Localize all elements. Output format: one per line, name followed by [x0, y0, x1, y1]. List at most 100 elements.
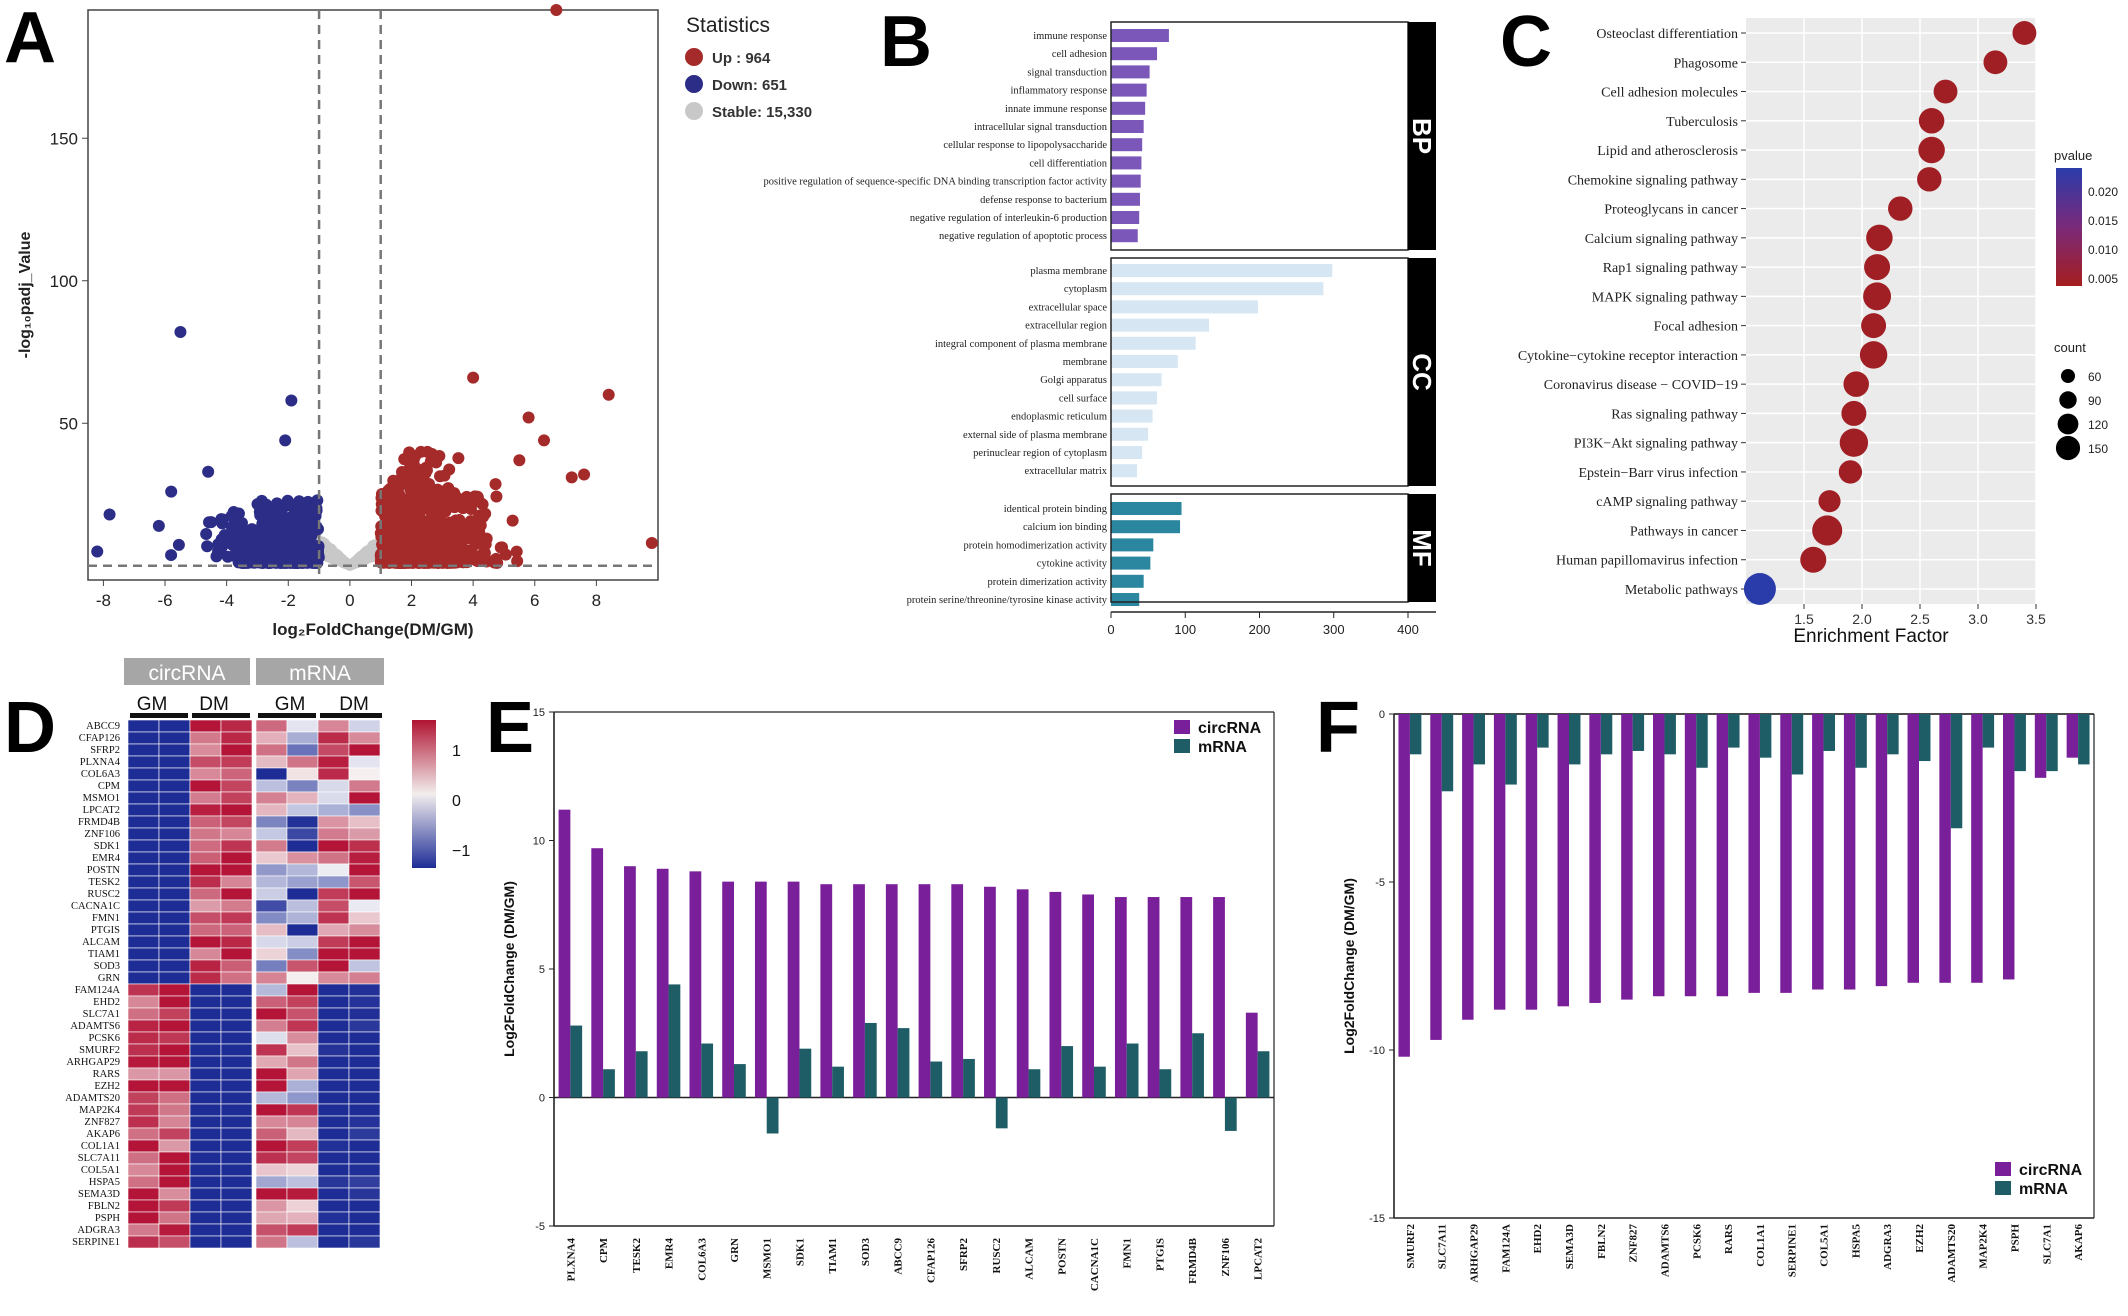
go-term-label: immune response — [1033, 31, 1107, 42]
bar-circRNA — [951, 884, 964, 1098]
heatmap-cell — [348, 719, 381, 733]
go-bar — [1111, 391, 1158, 405]
bar-mRNA — [1696, 714, 1708, 768]
heatmap-cell — [158, 731, 191, 745]
down-point — [174, 326, 187, 339]
up-point — [434, 497, 447, 510]
gene-label: PLXNA4 — [80, 757, 121, 768]
legend-swatch — [1174, 720, 1190, 734]
gene-label: RUSC2 — [87, 889, 120, 900]
heatmap-cell — [127, 959, 160, 973]
heatmap-cell — [348, 1043, 381, 1057]
heatmap-cell — [348, 1163, 381, 1177]
heatmap-cell — [158, 899, 191, 913]
heatmap-cell — [189, 899, 222, 913]
heatmap-cell — [127, 1151, 160, 1165]
heatmap-cell — [127, 731, 160, 745]
gene-label: SLC7A1 — [83, 1009, 120, 1020]
down-point — [255, 552, 268, 565]
heatmap-cell — [127, 983, 160, 997]
heatmap-cell — [317, 1139, 350, 1153]
heatmap-cell — [127, 827, 160, 841]
category-label: TIAM1 — [827, 1238, 839, 1273]
pathway-label: Rap1 signaling pathway — [1603, 261, 1738, 276]
heatmap-cell — [220, 1235, 253, 1249]
heatmap-cell — [317, 911, 350, 925]
gene-label: MAP2K4 — [79, 1105, 121, 1116]
bar-circRNA — [1114, 897, 1127, 1098]
heatmap-cell — [158, 1223, 191, 1237]
group-header-label: mRNA — [289, 662, 351, 685]
legend-marker — [685, 75, 703, 93]
heatmap-cell — [189, 923, 222, 937]
bar-circRNA — [2066, 714, 2079, 758]
pathway-label: MAPK signaling pathway — [1592, 290, 1738, 305]
heatmap-cell — [317, 1091, 350, 1105]
down-point — [165, 485, 178, 498]
heatmap-cell — [158, 863, 191, 877]
gene-label: COL6A3 — [81, 769, 120, 780]
up-point — [565, 471, 578, 484]
heatmap-cell — [220, 791, 253, 805]
heatmap-cell — [220, 995, 253, 1009]
go-bar — [1111, 446, 1143, 459]
legend-marker — [685, 102, 703, 120]
heatmap-cell — [189, 1235, 222, 1249]
heatmap-cell — [220, 1127, 253, 1141]
up-point — [473, 525, 486, 538]
heatmap-cell — [286, 1067, 319, 1081]
bar-mRNA — [570, 1025, 583, 1098]
pathway-bubble — [1864, 254, 1891, 281]
pathway-bubble — [1839, 428, 1869, 457]
down-point — [285, 394, 298, 407]
down-point — [299, 530, 312, 543]
stable-point — [330, 553, 341, 564]
pathway-label: Proteoglycans in cancer — [1604, 203, 1738, 218]
heatmap-cell — [348, 851, 381, 865]
go-term-label: protein dimerization activity — [987, 577, 1107, 588]
up-point — [432, 554, 445, 567]
pathway-bubble — [1933, 79, 1958, 104]
heatmap-cell — [317, 1019, 350, 1033]
go-term-label: cytokine activity — [1037, 559, 1108, 570]
bar-mRNA — [1728, 714, 1740, 748]
y-tick-label: -15 — [1369, 1213, 1385, 1225]
heatmap-cell — [189, 1163, 222, 1177]
bar-mRNA — [1094, 1066, 1106, 1098]
up-point — [645, 536, 658, 549]
bar-circRNA — [1875, 714, 1888, 987]
bar-mRNA — [930, 1061, 943, 1098]
up-point — [522, 411, 535, 424]
heatmap-cell — [286, 887, 319, 901]
heatmap-cell — [158, 1031, 191, 1045]
up-point — [464, 515, 477, 528]
gene-label: SDK1 — [94, 841, 120, 852]
category-label: SERPINE1 — [1787, 1224, 1799, 1277]
up-point — [506, 514, 519, 527]
x-tick-label: 1.5 — [1794, 611, 1814, 627]
category-label: CPM — [598, 1237, 610, 1263]
heatmap-cell — [220, 983, 253, 997]
heatmap-cell — [189, 1031, 222, 1045]
x-tick-label: 2.0 — [1852, 611, 1872, 627]
down-point — [281, 499, 294, 512]
up-point — [435, 544, 448, 557]
go-term-label: intracellular signal transduction — [974, 122, 1108, 133]
heatmap-cell — [158, 1067, 191, 1081]
heatmap-cell — [348, 923, 381, 937]
go-term-label: calcium ion binding — [1023, 522, 1108, 533]
heatmap-cell — [189, 971, 222, 985]
panel-label-c: C — [1500, 2, 1552, 82]
heatmap-cell — [286, 899, 319, 913]
bar-mRNA — [1982, 714, 1995, 748]
pathway-label: Cell adhesion molecules — [1601, 86, 1738, 101]
heatmap-cell — [255, 815, 288, 829]
go-bar — [1111, 138, 1143, 152]
gene-label: SMURF2 — [79, 1045, 120, 1056]
heatmap-cell — [317, 827, 350, 841]
down-point — [103, 508, 116, 521]
heatmap-cell — [220, 779, 253, 793]
legend-label: circRNA — [2019, 1162, 2083, 1179]
x-tick-label: 0 — [1107, 622, 1114, 637]
bar-circRNA — [624, 866, 636, 1098]
